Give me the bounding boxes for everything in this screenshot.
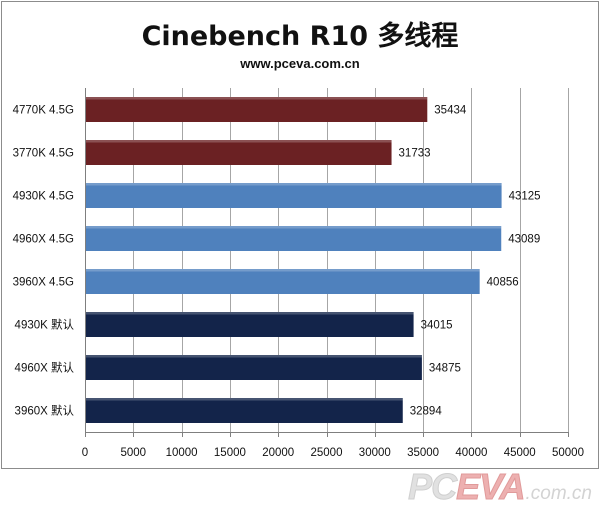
x-tick-label: 45000 xyxy=(504,447,536,459)
value-label: 35434 xyxy=(434,105,467,117)
x-tick-label: 25000 xyxy=(311,447,343,459)
watermark-domain: .com.cn xyxy=(525,483,592,504)
bar xyxy=(85,398,403,423)
x-tick-label: 35000 xyxy=(407,447,439,459)
value-label: 31733 xyxy=(399,148,431,160)
value-label: 34015 xyxy=(421,320,453,332)
bar xyxy=(85,269,480,294)
chart-title: Cinebench R10 多线程 xyxy=(141,21,459,52)
category-label: 3770K 4.5G xyxy=(13,148,74,160)
bar xyxy=(85,97,428,122)
category-label: 3960X 默认 xyxy=(15,405,75,418)
category-label: 4770K 4.5G xyxy=(13,105,74,117)
bar-highlight xyxy=(85,269,480,272)
bar-highlight xyxy=(85,355,422,358)
bar xyxy=(85,226,502,251)
x-tick-label: 15000 xyxy=(214,447,246,459)
category-label: 4960X 4.5G xyxy=(13,234,74,246)
x-tick-label: 30000 xyxy=(359,447,391,459)
watermark-logo: PCEVA .com.cn xyxy=(408,466,592,508)
category-label: 4930K 默认 xyxy=(15,319,75,332)
watermark-brand-b: EVA xyxy=(456,466,526,508)
bar-highlight xyxy=(85,226,502,229)
bar-chart: 0 5000 10000 15000 20000 25000 30000 35000 40000… xyxy=(13,88,584,459)
category-label: 3960X 4.5G xyxy=(13,277,74,289)
x-tick-label: 5000 xyxy=(121,447,147,459)
x-tick-label: 20000 xyxy=(262,447,294,459)
bar xyxy=(85,183,502,208)
value-label: 32894 xyxy=(410,406,443,418)
bar-highlight xyxy=(85,398,403,401)
value-label: 34875 xyxy=(429,363,461,375)
x-tick-label: 10000 xyxy=(166,447,198,459)
value-label: 43089 xyxy=(508,234,540,246)
bar xyxy=(85,140,392,165)
bar-highlight xyxy=(85,140,392,143)
x-tick-label: 40000 xyxy=(455,447,487,459)
bar xyxy=(85,355,422,380)
x-tick-label: 50000 xyxy=(552,447,584,459)
bar-highlight xyxy=(85,312,414,315)
bar-highlight xyxy=(85,183,502,186)
category-label: 4960X 默认 xyxy=(15,362,75,375)
value-label: 43125 xyxy=(509,191,541,203)
x-tick-label: 0 xyxy=(82,447,88,459)
bar-highlight xyxy=(85,97,428,100)
category-label: 4930K 4.5G xyxy=(13,191,74,203)
watermark-brand-a: PC xyxy=(408,466,458,508)
bar xyxy=(85,312,414,337)
chart-subtitle: www.pceva.com.cn xyxy=(240,56,360,71)
value-label: 40856 xyxy=(487,277,519,289)
